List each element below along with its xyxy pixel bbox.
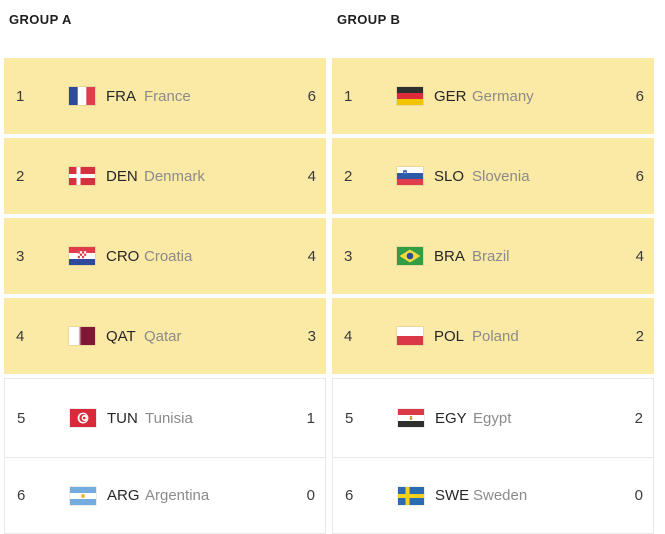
flag-denmark-icon [69,167,95,185]
points-value: 4 [635,247,644,265]
team-code: CRO [106,247,140,265]
rank-number: 6 [17,487,26,504]
table-row[interactable]: 5 EGY Egypt 2 [332,378,654,458]
rank-number: 3 [344,247,353,265]
table-row[interactable]: 3 BRA Brazil 4 [332,218,654,294]
points-value: 6 [307,87,316,105]
group-b-table: GROUP B 1 GER Germany 6 2 SLO Slovenia 6 [332,13,654,534]
points-value: 1 [306,409,315,427]
table-row[interactable]: 1 GER Germany 6 [332,58,654,134]
team-code: FRA [106,87,136,105]
points-value: 3 [307,327,316,345]
points-value: 2 [635,327,644,345]
table-row[interactable]: 6 ARG Argentina 0 [4,458,326,534]
flag-argentina-icon [70,486,96,505]
rank-number: 2 [16,167,25,185]
flag-slovenia-icon [397,167,423,185]
table-row[interactable]: 2 SLO Slovenia 6 [332,138,654,214]
flag-croatia-icon [69,247,95,265]
flag-germany-icon [397,87,423,105]
flag-sweden-icon [398,486,424,505]
rank-number: 5 [345,409,354,427]
rank-number: 4 [344,327,353,345]
rank-number: 3 [16,247,25,265]
group-a-table: GROUP A 1 FRA France 6 2 DEN Denmark 4 [4,13,326,534]
team-code: TUN [107,409,138,427]
points-value: 4 [307,167,316,185]
rank-number: 1 [16,87,25,105]
group-b-rows: 1 GER Germany 6 2 SLO Slovenia 6 3 [332,58,654,534]
team-name: Qatar [144,327,182,345]
table-row[interactable]: 5 TUN Tunisia 1 [4,378,326,458]
rank-number: 5 [17,409,26,427]
points-value: 2 [634,409,643,427]
points-value: 0 [634,487,643,504]
team-code: SWE [435,487,470,504]
points-value: 0 [306,487,315,504]
team-code: SLO [434,167,465,185]
team-name: Slovenia [472,167,530,185]
table-row[interactable]: 4 QAT Qatar 3 [4,298,326,374]
team-name: Tunisia [145,409,193,427]
team-code: GER [434,87,467,105]
team-name: Croatia [144,247,193,265]
team-code: EGY [435,409,467,427]
rank-number: 2 [344,167,353,185]
flag-france-icon [69,87,95,105]
table-row[interactable]: 4 POL Poland 2 [332,298,654,374]
team-code: DEN [106,167,138,185]
team-name: Brazil [472,247,510,265]
table-row[interactable]: 6 SWE Sweden 0 [332,458,654,534]
points-value: 6 [635,167,644,185]
group-a-title: GROUP A [9,12,72,27]
rank-number: 6 [345,487,354,504]
flag-egypt-icon [398,409,424,427]
team-code: POL [434,327,465,345]
flag-poland-icon [397,327,423,345]
team-name: Poland [472,327,519,345]
rank-number: 1 [344,87,353,105]
group-b-title: GROUP B [337,12,401,27]
table-row[interactable]: 2 DEN Denmark 4 [4,138,326,214]
team-name: Argentina [145,487,210,504]
group-a-rows: 1 FRA France 6 2 DEN Denmark 4 3 [4,58,326,534]
team-name: Germany [472,87,534,105]
team-name: Egypt [473,409,512,427]
team-name: Sweden [473,487,528,504]
points-value: 6 [635,87,644,105]
points-value: 4 [307,247,316,265]
team-name: France [144,87,191,105]
flag-qatar-icon [69,327,95,345]
flag-tunisia-icon [70,409,96,427]
table-row[interactable]: 1 FRA France 6 [4,58,326,134]
team-code: QAT [106,327,136,345]
flag-brazil-icon [397,247,423,265]
team-name: Denmark [144,167,205,185]
team-code: BRA [434,247,465,265]
table-row[interactable]: 3 CRO Croatia 4 [4,218,326,294]
team-code: ARG [107,487,140,504]
rank-number: 4 [16,327,25,345]
